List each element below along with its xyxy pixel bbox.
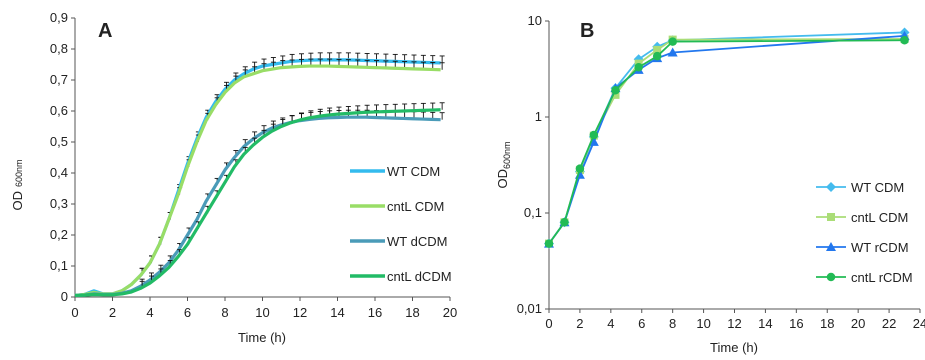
panel-a-x-tick-label: 8 — [221, 305, 228, 320]
panel-b-y-axis-label-sub: 600nm — [502, 141, 512, 169]
panel-a-legend-label: WT CDM — [387, 164, 440, 179]
panel-b-x-tick-label: 20 — [851, 316, 865, 331]
panel-a-y-tick-label: 0,9 — [50, 10, 68, 25]
panel-a-y-tick-label: 0 — [61, 289, 68, 304]
panel-a-y-tick-label: 0,5 — [50, 134, 68, 149]
panel-a-x-axis-label: Time (h) — [238, 330, 286, 345]
panel-a-series-line — [74, 108, 441, 298]
panel-b-x-tick-label: 10 — [696, 316, 710, 331]
panel-b-data-point — [611, 85, 620, 95]
panel-a-x-tick-label: 14 — [330, 305, 344, 320]
panel-b-x-tick-label: 12 — [727, 316, 741, 331]
panel-b-x-tick-label: 4 — [607, 316, 614, 331]
panel-b-data-point — [575, 164, 585, 173]
panel-b-x-tick-label: 2 — [576, 316, 583, 331]
panel-a-legend-label: cntL dCDM — [387, 269, 452, 284]
panel-b-data-point — [826, 182, 836, 192]
panel-a-y-tick-label: 0,4 — [50, 165, 68, 180]
panel-a-series-line — [74, 115, 441, 298]
panel-a-label: A — [98, 20, 112, 42]
panel-b-data-point — [634, 62, 643, 72]
panel-b-data-point — [589, 130, 599, 140]
panel-b-data-point — [826, 242, 836, 251]
panel-b-y-tick-label: 10 — [528, 13, 542, 28]
panel-a-series-line — [74, 64, 441, 298]
panel-b-x-tick-label: 18 — [820, 316, 834, 331]
panel-a-x-tick-label: 16 — [368, 305, 382, 320]
panel-a-x-tick-label: 2 — [109, 305, 116, 320]
panel-b-data-point — [588, 136, 599, 146]
panel-b-data-point — [826, 272, 836, 282]
panel-b-y-tick-label: 0,1 — [524, 205, 542, 220]
panel-b-legend-label: cntL CDM — [851, 210, 908, 225]
panel-a-legend-label: cntL CDM — [387, 199, 444, 214]
panel-b-x-axis-label: Time (h) — [710, 340, 758, 355]
panel-a-y-axis-label-sub: 600nm — [14, 159, 24, 187]
panel-a-x-tick-label: 18 — [405, 305, 419, 320]
panel-b-y-axis-label-main: OD — [495, 169, 510, 189]
panel-b-x-tick-label: 0 — [545, 316, 552, 331]
panel-b-data-point — [544, 239, 554, 248]
panel-b-data-point — [652, 51, 662, 61]
panel-a-y-tick-label: 0,7 — [50, 72, 68, 87]
panel-b-data-point — [900, 36, 909, 45]
panel-a-y-tick-label: 0,2 — [50, 227, 68, 242]
panel-a-y-tick-label: 0,6 — [50, 103, 68, 118]
panel-a-chart: A 0 0,1 0,2 0,3 0,4 0,5 0,6 0,7 0,8 0,9 0 2 4 6 8 10 12 1… — [10, 10, 457, 345]
panel-b-data-point — [668, 37, 677, 46]
panel-b-x-tick-label: 6 — [638, 316, 645, 331]
panel-a-y-axis-label: OD 600nm — [10, 159, 25, 210]
panel-a-x-tick-label: 0 — [71, 305, 78, 320]
panel-a-series-line — [74, 58, 441, 298]
panel-b-legend-label: WT rCDM — [851, 240, 909, 255]
panel-a-y-tick-label: 0,8 — [50, 41, 68, 56]
panel-b-data-point — [827, 213, 835, 221]
panel-b-y-axis-label: OD600nm — [495, 141, 512, 188]
panel-b-label: B — [580, 20, 594, 42]
panel-a-x-tick-label: 12 — [293, 305, 307, 320]
panel-a-x-tick-label: 20 — [443, 305, 457, 320]
panel-a-y-axis-label-main: OD — [10, 191, 25, 211]
panel-a-x-tick-label: 10 — [255, 305, 269, 320]
panel-b-x-tick-label: 24 — [913, 316, 925, 331]
panel-a-y-tick-label: 0,1 — [50, 258, 68, 273]
panel-b-legend-label: cntL rCDM — [851, 270, 913, 285]
panel-a-legend-label: WT dCDM — [387, 234, 447, 249]
panel-b-x-tick-label: 22 — [882, 316, 896, 331]
panel-b-x-tick-label: 14 — [758, 316, 772, 331]
panel-b-x-tick-label: 8 — [669, 316, 676, 331]
panel-b-legend-label: WT CDM — [851, 180, 904, 195]
panel-b-data-point — [611, 90, 620, 99]
panel-b-x-tick-label: 16 — [789, 316, 803, 331]
panel-b-data-point — [653, 45, 662, 54]
panel-a-x-tick-label: 4 — [146, 305, 153, 320]
panel-a-x-tick-label: 6 — [184, 305, 191, 320]
panel-b-y-tick-label: 0,01 — [517, 301, 542, 316]
panel-a-plot-area: 0 0,1 0,2 0,3 0,4 0,5 0,6 0,7 0,8 0,9 0 2 4 6 8 10 12 14 1… — [50, 10, 457, 320]
panel-b-data-point — [667, 47, 678, 57]
panel-b-y-tick-label: 1 — [535, 109, 542, 124]
panel-b-data-point — [560, 218, 569, 227]
panel-a-y-tick-label: 0,3 — [50, 196, 68, 211]
